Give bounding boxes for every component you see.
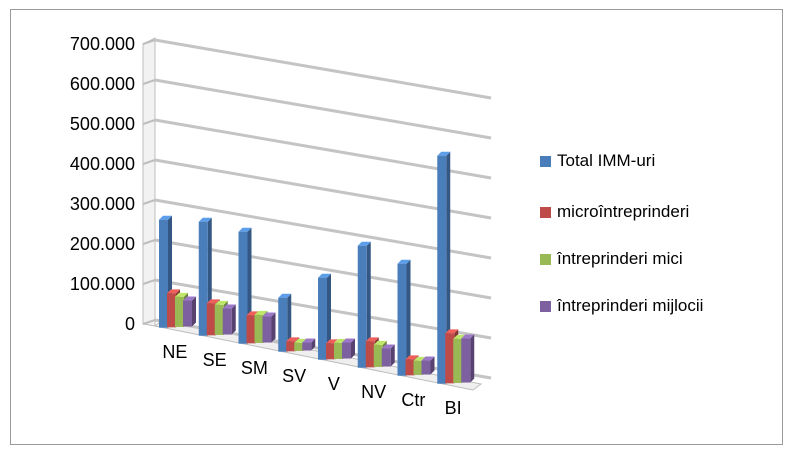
legend-label-medium: întreprinderi mijlocii — [557, 296, 704, 315]
x-tick-label: BI — [445, 398, 462, 418]
x-tick-label: SE — [203, 350, 227, 370]
bar — [278, 293, 292, 352]
y-tick-label: 200.000 — [70, 234, 135, 254]
gridline-side — [142, 119, 156, 125]
gridline — [154, 198, 492, 260]
x-axis-tick-labels: NE SE SM SV V NV Ctr BI — [162, 342, 461, 418]
gridline-side — [142, 159, 156, 165]
legend-item-medium: întreprinderi mijlocii — [540, 295, 703, 317]
x-tick-label: NV — [361, 382, 386, 402]
legend-item-micro: microîntreprinderi — [540, 201, 689, 223]
bar — [437, 151, 451, 384]
legend-label-total: Total IMM-uri — [557, 151, 656, 170]
legend-item-total: Total IMM-uri — [540, 150, 655, 172]
y-tick-label: 400.000 — [70, 154, 135, 174]
bar — [342, 338, 355, 359]
bar — [318, 273, 331, 360]
gridline-side — [142, 39, 156, 45]
chart-side-wall — [142, 37, 156, 327]
gridline-side — [142, 319, 156, 325]
x-tick-label: Ctr — [401, 390, 425, 410]
legend-swatch-micro — [540, 206, 551, 218]
y-axis-tick-labels: 700.000 600.000 500.000 400.000 300.000 200.0… — [70, 34, 135, 334]
legend-label-small: întreprinderi mici — [557, 249, 683, 268]
bar — [262, 312, 276, 343]
bars — [159, 151, 475, 384]
legend-swatch-medium — [540, 300, 551, 312]
gridline — [154, 78, 492, 140]
x-tick-label: SV — [282, 366, 306, 386]
gridline-side — [142, 239, 156, 245]
gridline-side — [142, 199, 156, 205]
gridline — [154, 38, 492, 100]
y-tick-label: 100.000 — [70, 274, 135, 294]
bar — [461, 334, 475, 383]
y-tick-label: 0 — [125, 314, 135, 334]
x-tick-label: NE — [162, 342, 187, 362]
gridline-side — [142, 79, 156, 85]
bar — [421, 356, 435, 375]
y-tick-label: 600.000 — [70, 74, 135, 94]
x-tick-label: SM — [241, 358, 268, 378]
y-tick-label: 500.000 — [70, 114, 135, 134]
legend-item-small: întreprinderi mici — [540, 248, 683, 270]
bar — [183, 296, 196, 327]
legend-swatch-total — [540, 155, 551, 167]
bar — [302, 338, 316, 351]
legend-label-micro: microîntreprinderi — [557, 202, 690, 221]
x-tick-label: V — [328, 374, 340, 394]
chart-walls — [142, 37, 483, 391]
bar — [397, 259, 411, 376]
y-tick-label: 700.000 — [70, 34, 135, 54]
bar — [222, 304, 236, 335]
gridline — [154, 158, 492, 220]
legend-swatch-small — [540, 253, 551, 265]
bar — [357, 241, 371, 368]
bar — [381, 344, 395, 367]
y-tick-label: 300.000 — [70, 194, 135, 214]
gridline — [154, 118, 492, 180]
gridline-side — [142, 279, 156, 285]
